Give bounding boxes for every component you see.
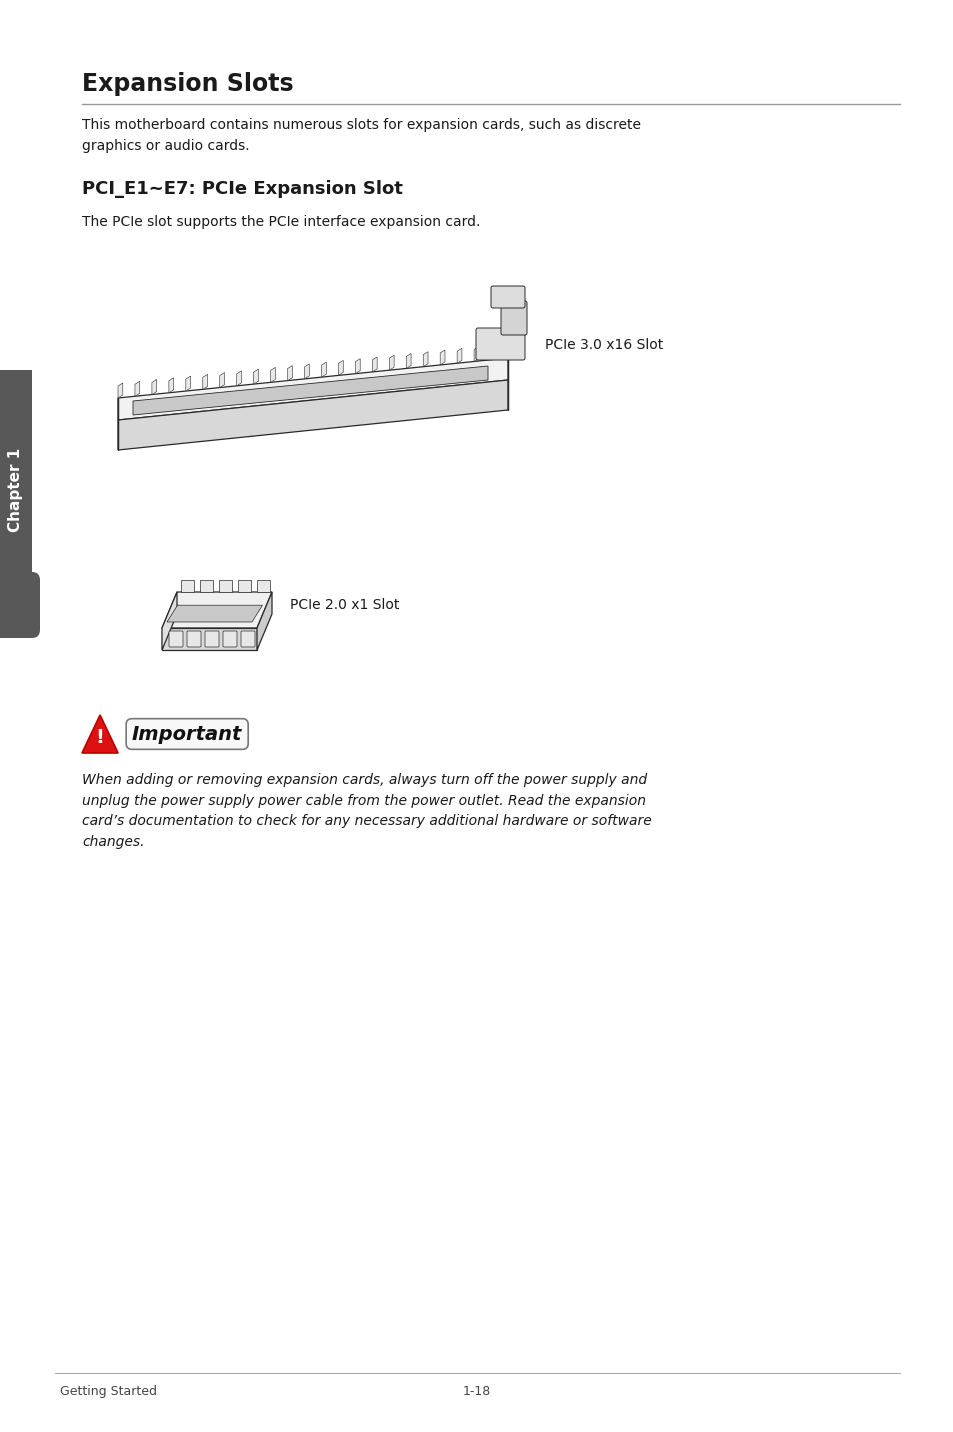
- Polygon shape: [167, 606, 262, 621]
- Polygon shape: [287, 365, 292, 381]
- Polygon shape: [118, 379, 507, 450]
- Polygon shape: [372, 357, 376, 372]
- FancyBboxPatch shape: [0, 369, 32, 610]
- FancyBboxPatch shape: [0, 571, 40, 639]
- FancyBboxPatch shape: [205, 632, 219, 647]
- FancyBboxPatch shape: [476, 328, 524, 359]
- Polygon shape: [186, 377, 191, 391]
- FancyBboxPatch shape: [500, 301, 526, 335]
- FancyBboxPatch shape: [223, 632, 236, 647]
- Polygon shape: [491, 345, 496, 359]
- Polygon shape: [219, 372, 224, 388]
- FancyBboxPatch shape: [187, 632, 201, 647]
- Text: Expansion Slots: Expansion Slots: [82, 72, 294, 96]
- Text: PCIe 2.0 x1 Slot: PCIe 2.0 x1 Slot: [290, 599, 399, 611]
- Polygon shape: [118, 358, 507, 420]
- Polygon shape: [200, 580, 213, 591]
- Polygon shape: [169, 378, 173, 392]
- Polygon shape: [118, 382, 123, 398]
- Polygon shape: [162, 591, 272, 629]
- Polygon shape: [82, 715, 118, 753]
- Polygon shape: [134, 381, 139, 397]
- Polygon shape: [439, 349, 444, 365]
- Text: !: !: [95, 729, 105, 748]
- Polygon shape: [203, 374, 208, 390]
- Text: This motherboard contains numerous slots for expansion cards, such as discrete
g: This motherboard contains numerous slots…: [82, 117, 640, 153]
- Polygon shape: [257, 580, 271, 591]
- FancyBboxPatch shape: [169, 632, 183, 647]
- Polygon shape: [321, 362, 326, 377]
- Polygon shape: [423, 352, 428, 367]
- Polygon shape: [162, 629, 256, 650]
- Polygon shape: [236, 371, 241, 385]
- Polygon shape: [132, 367, 488, 415]
- Polygon shape: [253, 369, 258, 384]
- Polygon shape: [456, 348, 461, 364]
- FancyBboxPatch shape: [491, 286, 524, 308]
- Polygon shape: [338, 361, 343, 375]
- Polygon shape: [219, 580, 233, 591]
- Text: Important: Important: [132, 725, 242, 743]
- Text: When adding or removing expansion cards, always turn off the power supply and
un: When adding or removing expansion cards,…: [82, 773, 651, 849]
- Text: The PCIe slot supports the PCIe interface expansion card.: The PCIe slot supports the PCIe interfac…: [82, 215, 480, 229]
- Text: 1-18: 1-18: [462, 1385, 491, 1398]
- FancyBboxPatch shape: [241, 632, 254, 647]
- Text: PCIe 3.0 x16 Slot: PCIe 3.0 x16 Slot: [544, 338, 662, 352]
- Polygon shape: [355, 358, 360, 374]
- Text: PCI_E1~E7: PCIe Expansion Slot: PCI_E1~E7: PCIe Expansion Slot: [82, 180, 402, 198]
- Polygon shape: [389, 355, 394, 371]
- Polygon shape: [152, 379, 156, 395]
- Polygon shape: [238, 580, 252, 591]
- Polygon shape: [406, 354, 411, 368]
- Polygon shape: [304, 364, 309, 379]
- Polygon shape: [162, 591, 177, 650]
- Text: Getting Started: Getting Started: [60, 1385, 157, 1398]
- Polygon shape: [507, 344, 513, 358]
- Polygon shape: [181, 580, 194, 591]
- Polygon shape: [256, 591, 272, 650]
- Polygon shape: [474, 347, 478, 361]
- Text: Chapter 1: Chapter 1: [9, 448, 24, 533]
- Polygon shape: [271, 368, 275, 382]
